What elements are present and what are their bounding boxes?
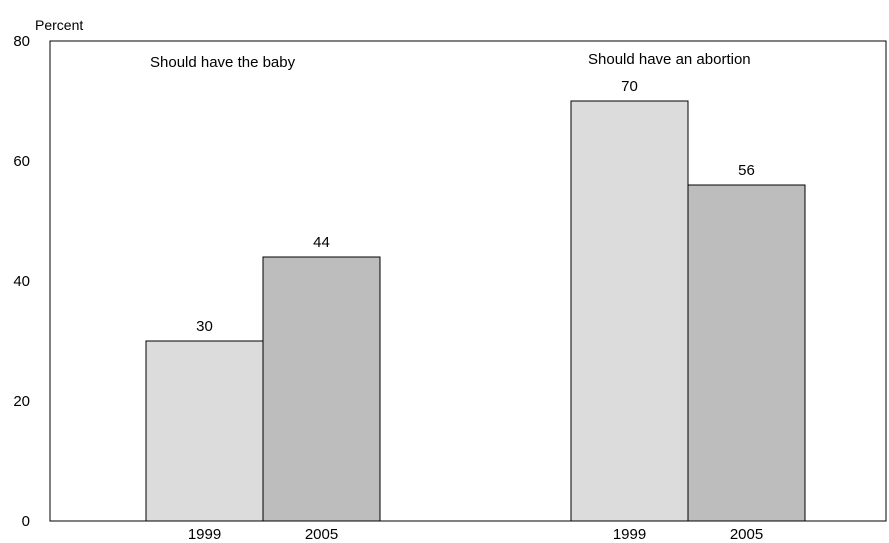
group-label: Should have an abortion [588, 51, 751, 68]
bar [145, 340, 264, 522]
x-tick-label: 2005 [305, 526, 338, 543]
x-tick-label: 2005 [730, 526, 763, 543]
y-axis-label: Percent [35, 17, 83, 33]
data-label: 44 [313, 234, 330, 251]
y-tick-label: 20 [13, 393, 30, 410]
group-label: Should have the baby [150, 54, 296, 71]
y-tick-label: 60 [13, 153, 30, 170]
y-tick-label: 0 [22, 513, 30, 530]
plot-frame [49, 40, 887, 522]
y-tick-label: 80 [13, 33, 30, 50]
data-label: 56 [738, 162, 755, 179]
bar [262, 256, 381, 522]
data-label: 70 [621, 78, 638, 95]
data-label: 30 [196, 318, 213, 335]
bar [687, 184, 806, 522]
bar [570, 100, 689, 522]
y-tick-label: 40 [13, 273, 30, 290]
x-tick-label: 1999 [188, 526, 221, 543]
plot-area: 0 20 40 60 80 Should have the baby 30 1999 44 200… [13, 33, 887, 543]
x-tick-label: 1999 [613, 526, 646, 543]
